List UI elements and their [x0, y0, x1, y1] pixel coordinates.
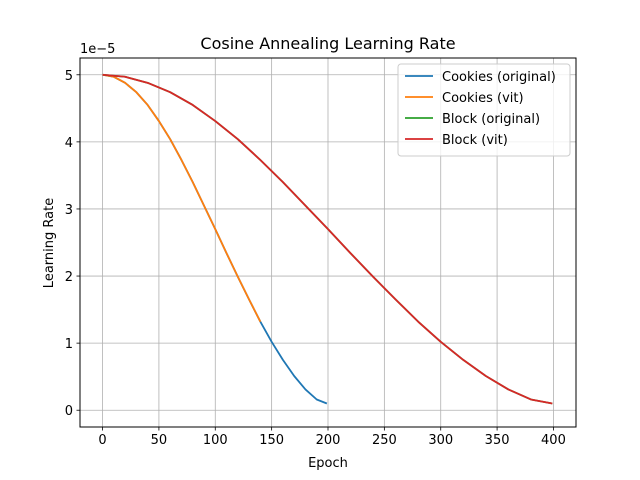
chart-title: Cosine Annealing Learning Rate: [200, 34, 455, 53]
y-axis: 0 1 2 3 4 5: [65, 69, 80, 419]
series-line-cookies-vit: [102, 73, 262, 323]
x-axis-label: Epoch: [308, 456, 348, 471]
series-lines: [102, 73, 553, 405]
legend-label: Cookies (original): [442, 70, 556, 85]
x-tick-label: 200: [316, 433, 341, 448]
x-axis: 0 50 100 150 200 250 300 350 400: [98, 427, 566, 448]
legend: Cookies (original) Cookies (vit) Block (or…: [397, 63, 571, 157]
x-tick-label: 100: [203, 433, 228, 448]
x-tick-label: 150: [259, 433, 284, 448]
y-tick-label: 1: [65, 337, 73, 352]
y-tick-label: 2: [65, 270, 73, 285]
y-axis-label: Learning Rate: [42, 198, 57, 288]
series-line-block-vit: [102, 73, 553, 405]
y-tick-label: 0: [65, 404, 73, 419]
y-tick-label: 4: [65, 136, 73, 151]
legend-label: Cookies (vit): [442, 91, 524, 106]
x-tick-label: 50: [151, 433, 168, 448]
y-offset-label: 1e−5: [80, 42, 115, 57]
legend-label: Block (vit): [442, 133, 508, 148]
legend-box: [397, 63, 571, 157]
legend-label: Block (original): [442, 112, 540, 127]
x-tick-label: 0: [98, 433, 106, 448]
x-tick-label: 400: [541, 433, 566, 448]
x-tick-label: 250: [372, 433, 397, 448]
y-tick-label: 5: [65, 69, 73, 84]
y-tick-label: 3: [65, 203, 73, 218]
x-tick-label: 300: [428, 433, 453, 448]
x-tick-label: 350: [485, 433, 510, 448]
